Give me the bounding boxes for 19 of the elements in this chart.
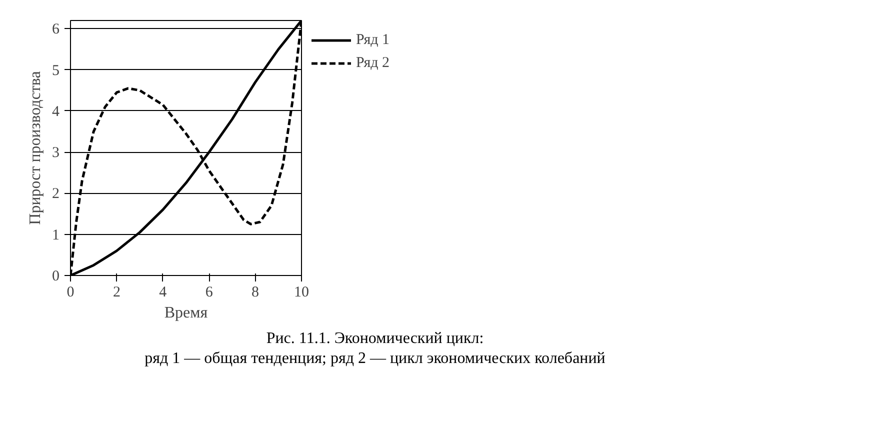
y-tick-label: 3 — [52, 145, 60, 162]
x-tick-label: 0 — [66, 284, 74, 300]
y-tick-label: 0 — [52, 268, 60, 284]
y-tick-label: 4 — [52, 104, 60, 120]
legend-label: Ряд 1 — [356, 32, 390, 48]
x-tick-label: 4 — [159, 284, 168, 300]
legend-label: Ряд 2 — [356, 54, 390, 72]
text: Рис. 11.1. Экономический цикл: — [266, 330, 484, 347]
x-tick-label: 8 — [252, 284, 260, 300]
y-tick-label: 1 — [52, 227, 60, 244]
x-axis-title: Время — [164, 304, 208, 322]
y-tick-label: 6 — [52, 22, 60, 38]
text: ряд 1 — общая тенденция; ряд 2 — цикл экономических колебаний — [144, 350, 606, 367]
x-tick-label: 2 — [112, 284, 120, 300]
y-tick-label: 5 — [52, 62, 60, 79]
x-tick-label: 6 — [205, 284, 214, 300]
y-tick-label: 2 — [52, 186, 60, 202]
x-tick-label: 10 — [294, 284, 309, 300]
y-axis-title: Прирост производства — [27, 71, 44, 225]
